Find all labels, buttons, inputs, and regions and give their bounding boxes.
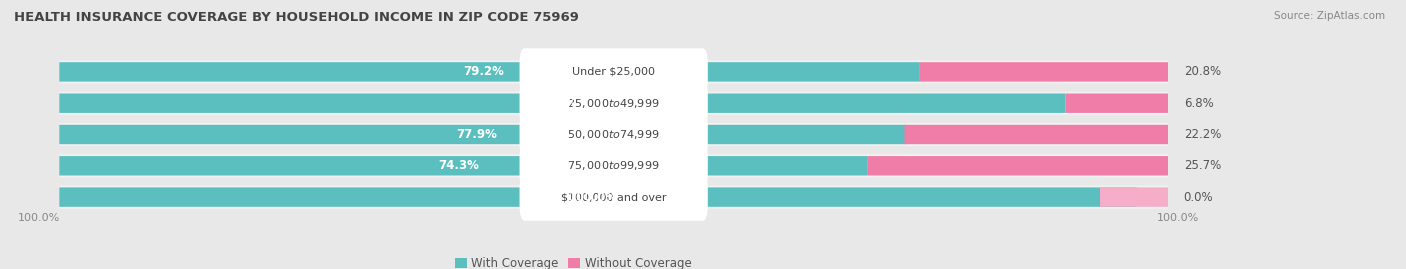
Legend: With Coverage, Without Coverage: With Coverage, Without Coverage (454, 257, 692, 269)
FancyBboxPatch shape (520, 111, 707, 158)
FancyBboxPatch shape (520, 174, 707, 221)
Text: Under $25,000: Under $25,000 (572, 67, 655, 77)
Text: 100.0%: 100.0% (17, 213, 59, 223)
FancyBboxPatch shape (59, 156, 868, 175)
FancyBboxPatch shape (59, 186, 1168, 209)
FancyBboxPatch shape (59, 94, 1066, 113)
FancyBboxPatch shape (59, 62, 920, 82)
Text: $100,000 and over: $100,000 and over (561, 192, 666, 202)
FancyBboxPatch shape (868, 156, 1168, 175)
FancyBboxPatch shape (59, 125, 905, 144)
Text: 25.7%: 25.7% (1184, 159, 1220, 172)
Text: 100.0%: 100.0% (568, 191, 617, 204)
Text: 22.2%: 22.2% (1184, 128, 1220, 141)
Text: 0.0%: 0.0% (1184, 191, 1213, 204)
Text: Source: ZipAtlas.com: Source: ZipAtlas.com (1274, 11, 1385, 21)
FancyBboxPatch shape (520, 48, 707, 95)
FancyBboxPatch shape (1066, 94, 1168, 113)
Text: $50,000 to $74,999: $50,000 to $74,999 (568, 128, 659, 141)
Text: 79.2%: 79.2% (464, 65, 505, 78)
Text: $75,000 to $99,999: $75,000 to $99,999 (568, 159, 659, 172)
FancyBboxPatch shape (59, 92, 1168, 115)
Text: HEALTH INSURANCE COVERAGE BY HOUSEHOLD INCOME IN ZIP CODE 75969: HEALTH INSURANCE COVERAGE BY HOUSEHOLD I… (14, 11, 579, 24)
Text: 93.2%: 93.2% (537, 97, 578, 110)
FancyBboxPatch shape (520, 142, 707, 189)
Text: 77.9%: 77.9% (457, 128, 498, 141)
FancyBboxPatch shape (59, 60, 1168, 83)
Text: 74.3%: 74.3% (437, 159, 479, 172)
Text: $25,000 to $49,999: $25,000 to $49,999 (568, 97, 659, 110)
FancyBboxPatch shape (59, 123, 1168, 146)
FancyBboxPatch shape (520, 80, 707, 127)
FancyBboxPatch shape (59, 187, 1136, 207)
FancyBboxPatch shape (1099, 187, 1168, 207)
Text: 100.0%: 100.0% (1157, 213, 1199, 223)
FancyBboxPatch shape (920, 62, 1168, 82)
Text: 6.8%: 6.8% (1184, 97, 1213, 110)
Text: 20.8%: 20.8% (1184, 65, 1220, 78)
FancyBboxPatch shape (59, 154, 1168, 177)
FancyBboxPatch shape (904, 125, 1168, 144)
